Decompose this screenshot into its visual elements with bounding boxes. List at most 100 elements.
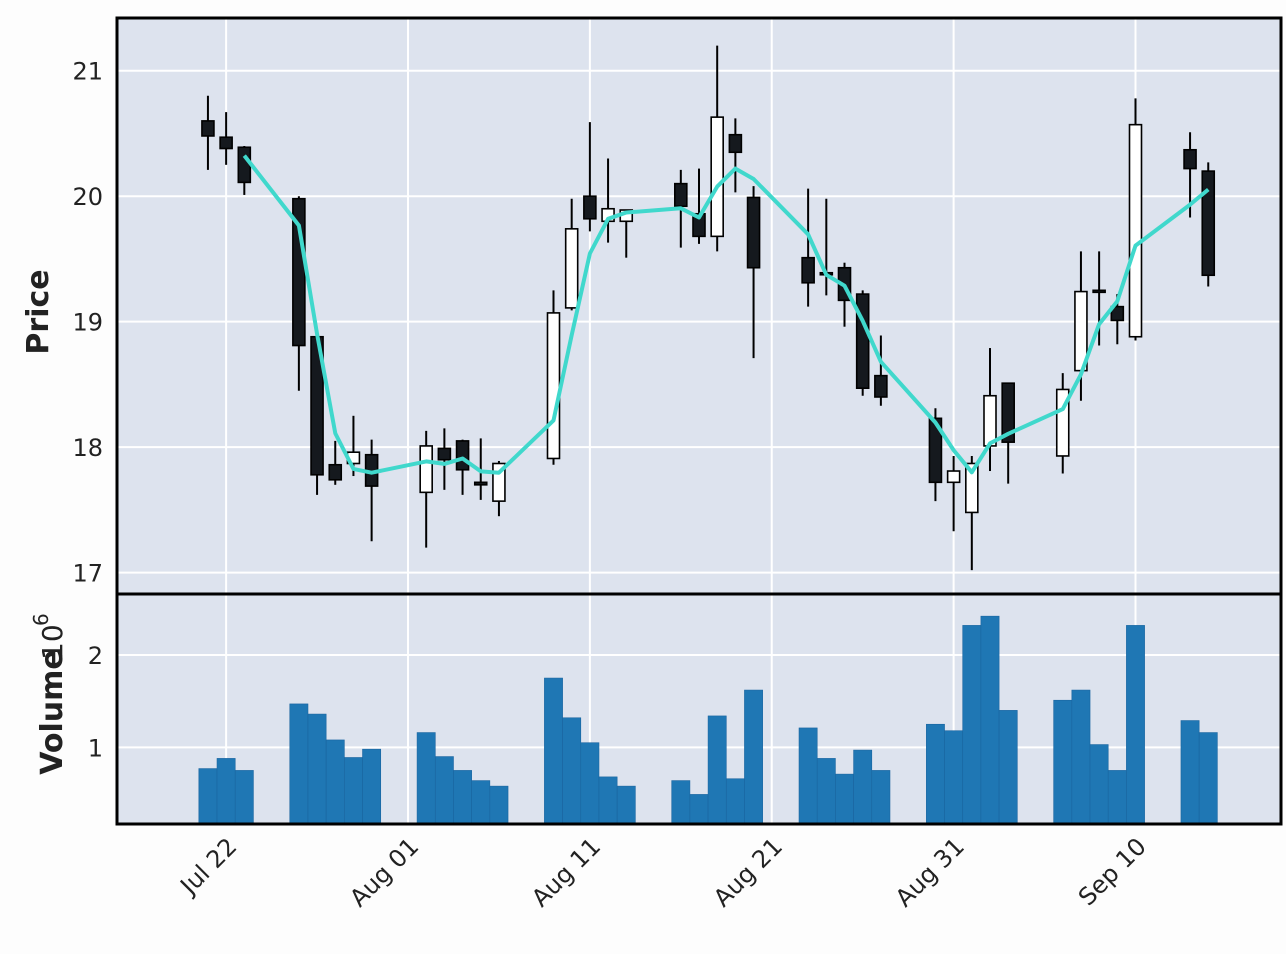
price-tick-label: 21 — [72, 58, 103, 86]
volume-bar — [434, 756, 454, 825]
candle-body — [983, 394, 997, 447]
candle — [746, 186, 761, 359]
volume-bar — [325, 739, 345, 825]
volume-bar — [453, 770, 472, 825]
volume-bar — [580, 742, 600, 825]
candle-body — [855, 293, 870, 389]
candle — [201, 95, 215, 170]
candle — [855, 290, 870, 396]
volume-bar — [489, 785, 509, 825]
candle — [583, 122, 597, 232]
volume-scale-label: 10 6 — [29, 613, 69, 660]
volume-bar — [416, 732, 436, 825]
volume-bar — [1180, 720, 1200, 825]
candle-body — [419, 445, 433, 494]
candle — [728, 118, 743, 193]
price-tick-label: 18 — [72, 434, 103, 462]
volume-bar — [362, 748, 382, 825]
candle-body — [546, 312, 561, 460]
candle — [328, 440, 343, 485]
volume-bar — [616, 785, 636, 825]
x-tick-labels: Jul 22 Aug 01 Aug 11 Aug 21 Aug 31 Sep 10 — [174, 832, 1152, 912]
date-tick-label: Aug 01 — [344, 832, 424, 912]
candle — [310, 334, 324, 495]
date-tick-label: Aug 31 — [890, 832, 970, 912]
candle-body — [237, 146, 252, 184]
volume-bar — [671, 780, 691, 825]
candle — [983, 348, 997, 472]
volume-scale-exponent: 6 — [29, 613, 53, 626]
volume-bar — [926, 723, 945, 825]
volume-bar — [544, 677, 563, 825]
volume-bar — [598, 776, 618, 825]
candle — [437, 428, 452, 490]
candle — [710, 45, 724, 252]
date-tick-label: Aug 11 — [526, 832, 606, 912]
volume-bar — [725, 778, 745, 825]
volume-panel-frame — [115, 592, 1283, 826]
volume-bar — [562, 717, 582, 825]
candle-body — [1092, 289, 1106, 294]
candle-body — [473, 481, 488, 486]
candle — [1201, 162, 1216, 287]
candle — [419, 430, 433, 548]
volume-scale-base: 10 — [36, 624, 69, 660]
volume-bar — [816, 758, 836, 825]
volume-bar — [998, 710, 1018, 825]
price-axis-label: Price — [21, 269, 56, 354]
date-tick-label: Aug 21 — [708, 832, 788, 912]
price-tick-label: 19 — [72, 309, 103, 337]
candle-body — [583, 195, 597, 220]
candle-body — [1183, 148, 1197, 170]
volume-bars — [198, 615, 1218, 825]
candle-body — [728, 133, 743, 154]
volume-bar — [962, 625, 982, 825]
candle-body — [201, 120, 215, 137]
volume-bar — [234, 770, 254, 825]
candle-body — [1201, 170, 1216, 277]
candle-body — [1110, 305, 1125, 322]
volume-axis-label: Volume — [35, 649, 70, 774]
volume-bar — [344, 757, 363, 825]
candle — [219, 112, 233, 165]
candle — [546, 290, 561, 465]
volume-bar — [1053, 699, 1073, 825]
price-panel-background — [117, 18, 1281, 594]
volume-bar — [689, 794, 709, 825]
candle-body — [1128, 123, 1143, 338]
candle — [801, 188, 815, 307]
volume-bar — [471, 780, 491, 825]
candle — [946, 455, 961, 532]
volume-bar — [1126, 625, 1145, 825]
candle-body — [564, 228, 579, 309]
volume-bar — [1089, 744, 1109, 825]
candle — [1183, 132, 1197, 218]
date-tick-label: Sep 10 — [1073, 832, 1152, 911]
volume-bar — [1107, 770, 1127, 825]
candle-body — [801, 256, 815, 284]
volume-bar — [1071, 689, 1091, 825]
candle-body — [928, 417, 943, 484]
volume-bar — [1198, 732, 1218, 825]
volume-bar — [198, 768, 218, 825]
volume-bar — [289, 703, 309, 825]
candle-body — [437, 447, 452, 461]
candle — [692, 168, 706, 244]
date-tick-label: Jul 22 — [174, 832, 243, 901]
volume-bar — [980, 615, 1000, 825]
candle — [874, 335, 888, 406]
y-tick-labels: 17 18 19 20 21 1 2 — [72, 58, 103, 763]
candle-body — [710, 116, 724, 238]
candle-body — [674, 182, 688, 208]
volume-tick-label: 2 — [88, 642, 103, 670]
moving-average-line — [242, 154, 1210, 475]
candle-body — [455, 440, 470, 471]
candle-body — [946, 470, 961, 484]
price-tick-label: 20 — [72, 183, 103, 211]
volume-bar — [744, 689, 763, 825]
candle-body — [1001, 382, 1015, 443]
volume-bar — [216, 758, 236, 825]
volume-bar — [307, 713, 327, 825]
candle-body — [746, 196, 761, 269]
